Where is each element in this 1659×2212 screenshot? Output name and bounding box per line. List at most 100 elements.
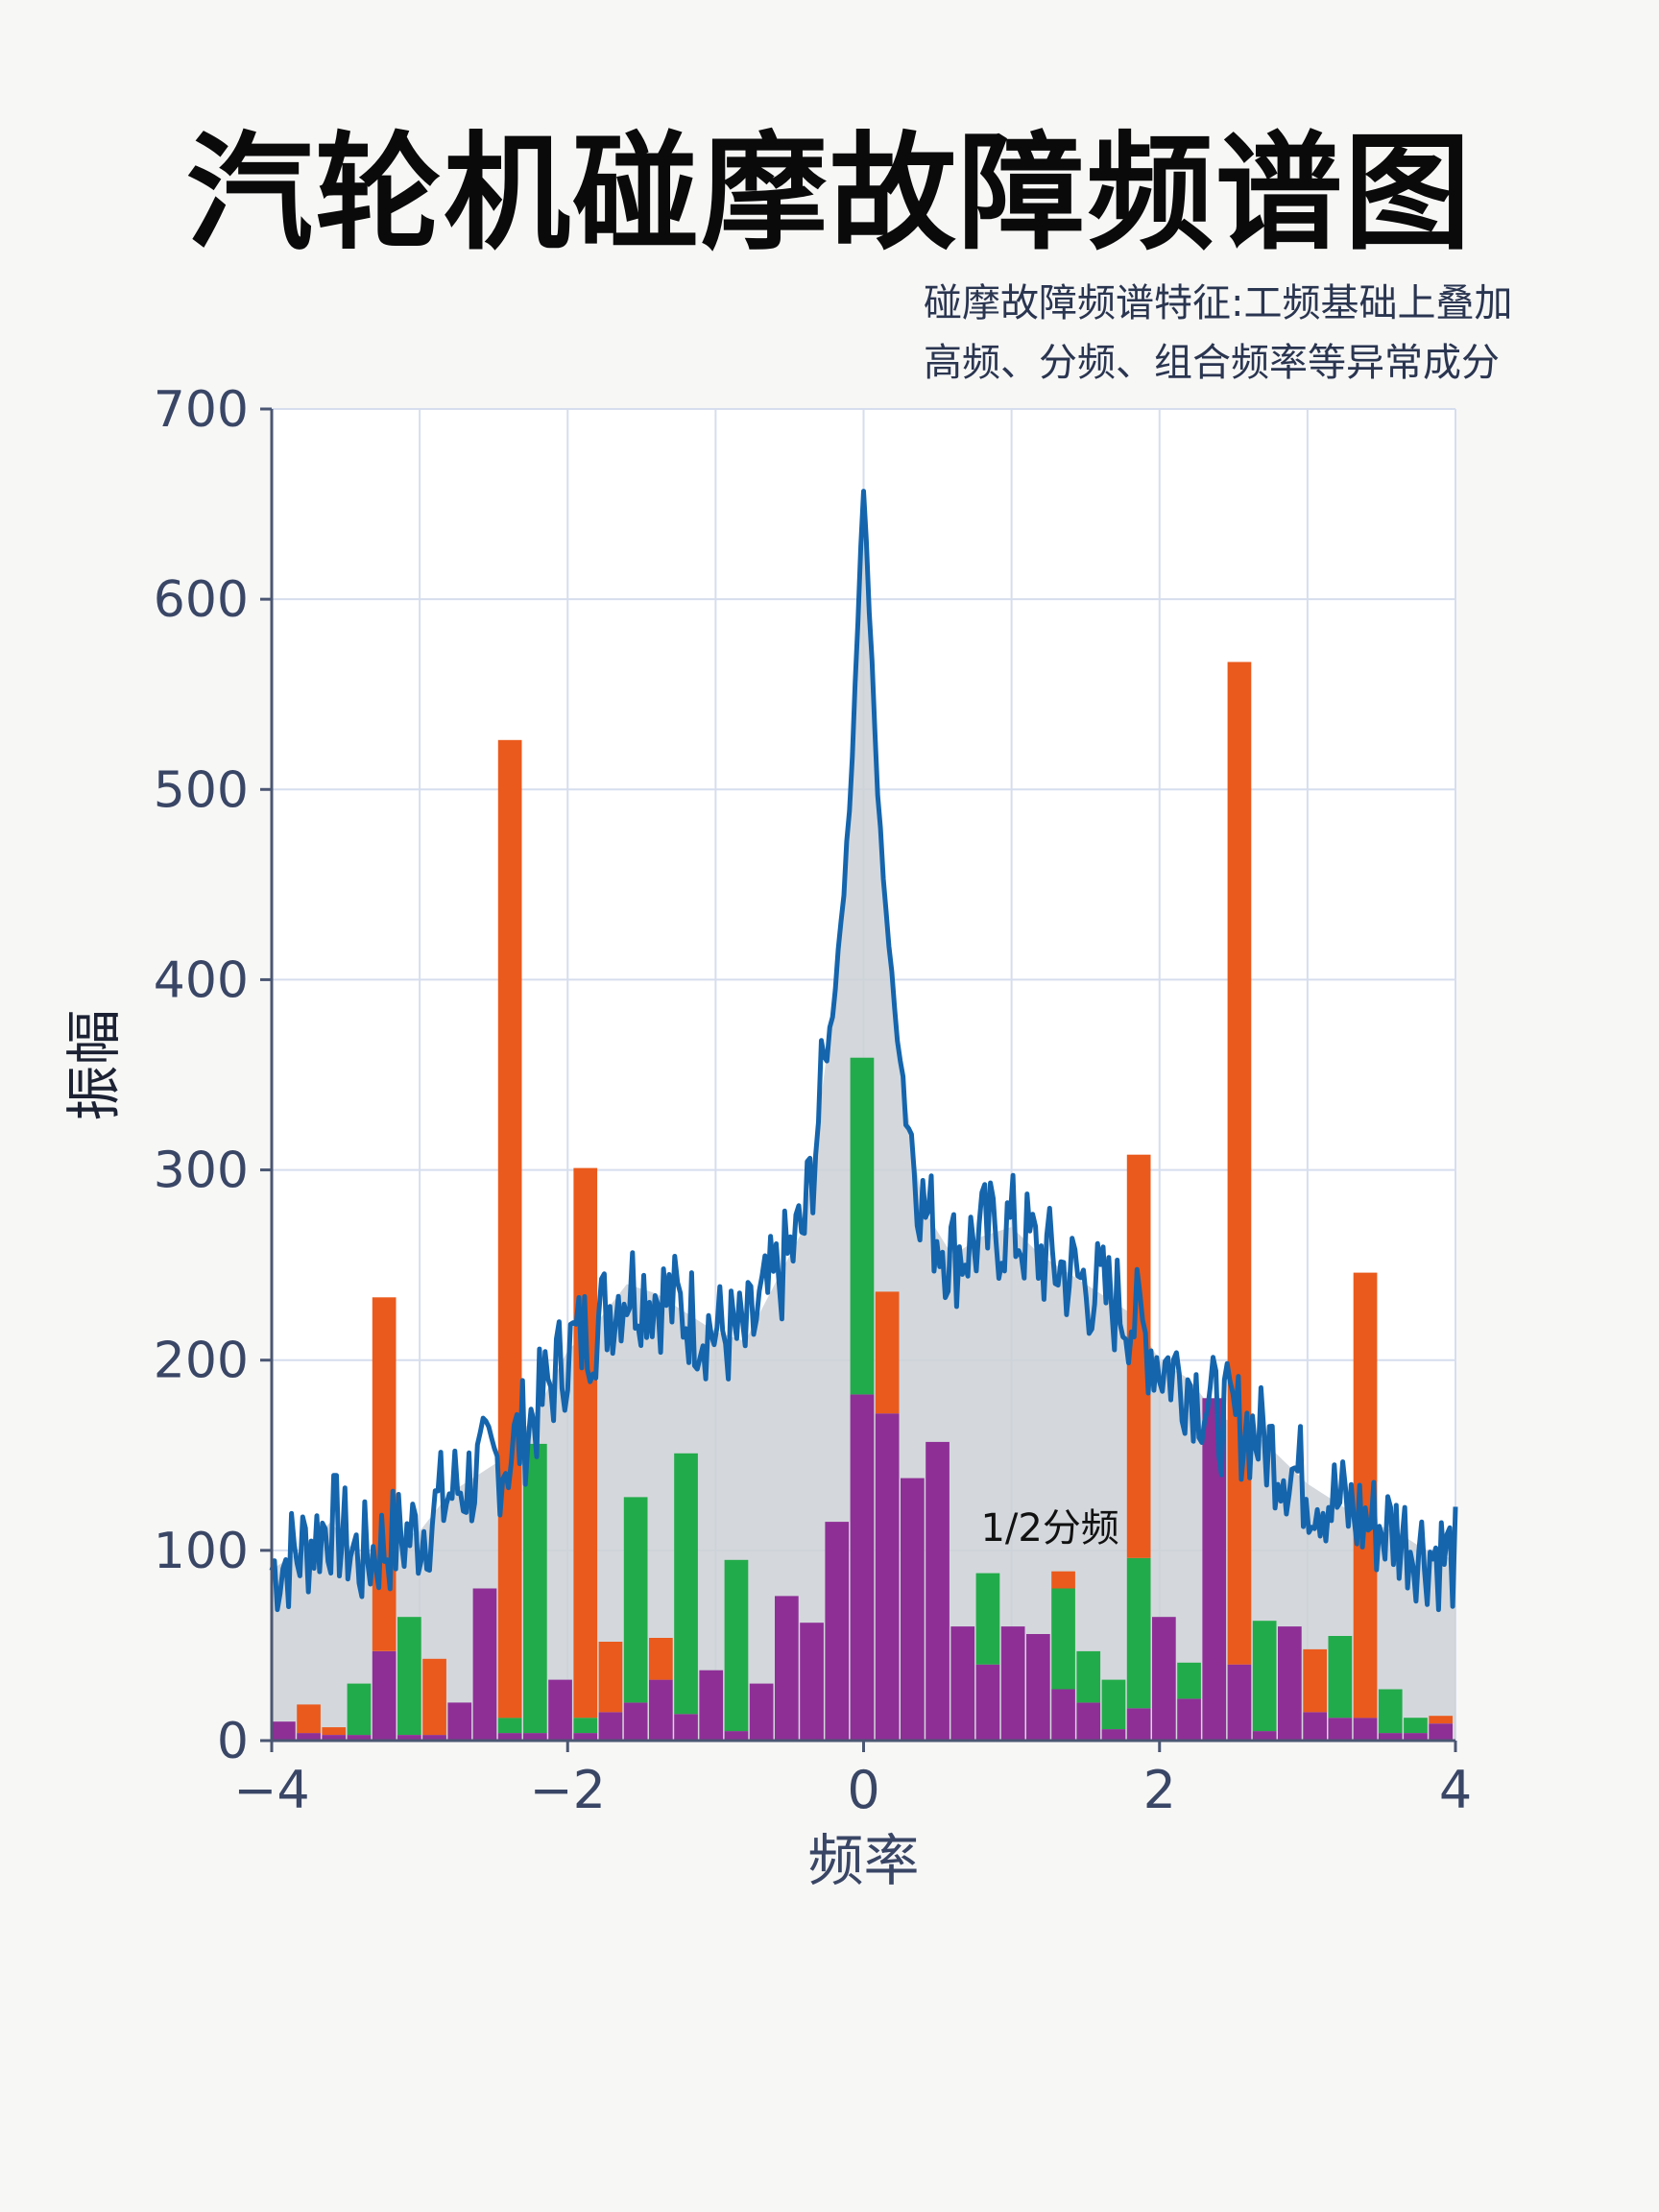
bar-purple <box>775 1596 799 1741</box>
bar-green <box>1328 1636 1353 1719</box>
axis-layer: 0 100 200 300 400 500 600 700 −4 −2 0 2 4 <box>154 381 1472 1820</box>
bar-purple <box>649 1679 673 1741</box>
x-tick-label: −4 <box>233 1760 310 1820</box>
bar-orange <box>297 1704 321 1734</box>
bar-green <box>1378 1689 1403 1734</box>
bar-purple <box>825 1522 850 1741</box>
bar-orange <box>1227 661 1252 1665</box>
bar-orange <box>1051 1571 1075 1589</box>
bar-purple <box>975 1664 1000 1741</box>
bar-purple <box>322 1735 347 1741</box>
y-tick-label: 700 <box>154 381 249 439</box>
bar-purple <box>1051 1689 1075 1741</box>
annotation-line-2: 高频、分频、组合频率等异常成分 <box>924 341 1500 385</box>
x-tick-label: 0 <box>847 1760 879 1820</box>
label-layer: 频率 振幅 1/2分频 <box>61 1009 1119 1893</box>
bar-green <box>724 1559 749 1732</box>
bar-green <box>347 1683 372 1736</box>
bar-purple <box>749 1683 774 1741</box>
chart-annotation: 碰摩故障频谱特征:工频基础上叠加 高频、分频、组合频率等异常成分 <box>924 274 1634 393</box>
y-tick-label: 400 <box>154 951 249 1009</box>
bar-purple <box>297 1733 321 1741</box>
bar-green <box>523 1443 547 1734</box>
bar-purple <box>1000 1626 1025 1741</box>
bar-purple <box>1126 1708 1151 1741</box>
bar-green <box>1252 1621 1277 1732</box>
x-tick-label: 4 <box>1439 1760 1472 1820</box>
bar-green <box>397 1617 421 1735</box>
y-tick-label: 200 <box>154 1333 249 1390</box>
bar-purple <box>1303 1712 1327 1741</box>
bar-purple <box>573 1733 598 1741</box>
bar-purple <box>472 1588 497 1741</box>
bar-purple <box>1378 1733 1403 1741</box>
spectrum-envelope-line <box>269 489 1458 1613</box>
x-axis-title: 频率 <box>807 1828 919 1893</box>
y-tick-label: 300 <box>154 1142 249 1200</box>
y-tick-label: 100 <box>154 1523 249 1580</box>
bar-purple <box>1152 1617 1176 1741</box>
bar-orange <box>649 1638 673 1680</box>
bar-green <box>1076 1650 1101 1703</box>
bar-purple <box>397 1735 421 1741</box>
bar-purple <box>674 1714 698 1741</box>
bar-purple <box>724 1731 749 1741</box>
bar-green <box>975 1573 1000 1665</box>
bar-purple <box>850 1394 875 1741</box>
bar-green <box>850 1057 875 1395</box>
bar-orange <box>372 1297 397 1651</box>
y-tick-label: 0 <box>217 1713 249 1770</box>
bar-orange <box>875 1291 900 1414</box>
bar-purple <box>598 1712 623 1741</box>
bar-orange <box>422 1658 446 1736</box>
bar-purple <box>950 1626 975 1741</box>
bar-purple <box>1076 1702 1101 1741</box>
x-tick-label: 2 <box>1143 1760 1176 1820</box>
bar-green <box>497 1718 522 1734</box>
bar-orange <box>573 1167 598 1719</box>
bar-purple <box>1227 1664 1252 1741</box>
bar-purple <box>1353 1718 1378 1741</box>
x-tick-label: −2 <box>529 1760 606 1820</box>
bar-purple <box>1429 1723 1453 1741</box>
bar-purple <box>1328 1718 1353 1741</box>
bar-purple <box>272 1721 296 1741</box>
bar-purple <box>699 1670 724 1741</box>
bar-purple <box>623 1702 648 1741</box>
bar-green <box>1051 1588 1075 1690</box>
bar-purple <box>926 1441 950 1741</box>
bar-purple <box>347 1735 372 1741</box>
bar-purple <box>901 1478 925 1741</box>
line-layer <box>269 489 1458 1613</box>
y-tick-label: 500 <box>154 761 249 819</box>
bar-purple <box>523 1733 547 1741</box>
data-label-half-frequency: 1/2分频 <box>980 1506 1118 1551</box>
bar-purple <box>447 1702 472 1741</box>
bar-green <box>573 1718 598 1734</box>
bar-purple <box>497 1733 522 1741</box>
bar-orange <box>598 1642 623 1713</box>
bar-purple <box>1177 1698 1201 1741</box>
bar-orange <box>497 739 522 1719</box>
bar-purple <box>800 1623 824 1741</box>
bar-purple <box>1252 1731 1277 1741</box>
bar-purple <box>875 1413 900 1741</box>
bar-orange <box>1303 1648 1327 1713</box>
y-tick-label: 600 <box>154 571 249 629</box>
bar-purple <box>1278 1626 1302 1741</box>
bar-green <box>1177 1662 1201 1699</box>
bar-purple <box>422 1735 446 1741</box>
bar-green <box>1404 1718 1428 1734</box>
bar-purple <box>1101 1729 1126 1741</box>
bar-green <box>674 1453 698 1715</box>
bar-purple <box>1404 1733 1428 1741</box>
bar-green <box>623 1497 648 1703</box>
bar-purple <box>1026 1634 1050 1741</box>
bar-purple <box>372 1650 397 1741</box>
annotation-line-1: 碰摩故障频谱特征:工频基础上叠加 <box>924 281 1513 325</box>
bar-orange <box>1429 1716 1453 1724</box>
chart-title: 汽轮机碰摩故障频谱图 <box>186 120 1473 268</box>
bar-purple <box>548 1679 572 1741</box>
